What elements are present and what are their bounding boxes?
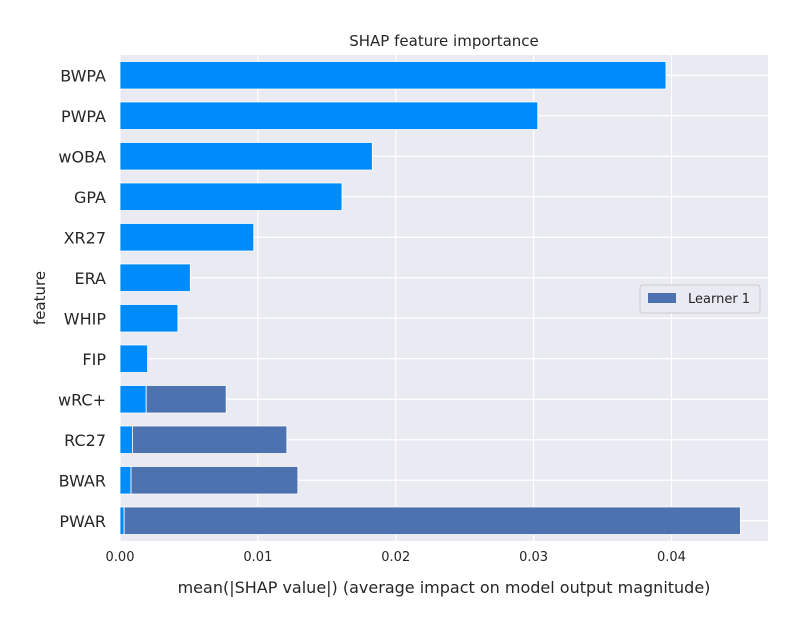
x-tick-label: 0.02 xyxy=(381,550,410,565)
legend-label: Learner 1 xyxy=(688,292,750,307)
y-tick-label: BWPA xyxy=(60,66,106,85)
bar-class-0 xyxy=(119,223,255,252)
y-tick-label: WHIP xyxy=(64,309,107,328)
bar-learner-1 xyxy=(123,506,741,535)
y-tick-labels: BWPA PWPA wOBA GPA XR27 ERA WHIP FIP wRC+ RC27 BWA… xyxy=(58,66,106,531)
x-tick-label: 0.00 xyxy=(106,550,135,565)
bar-class-0 xyxy=(119,385,147,414)
bar-class-0 xyxy=(119,101,539,130)
y-tick-label: BWAR xyxy=(59,471,106,490)
bar-learner-1 xyxy=(130,466,299,495)
x-tick-labels: 0.00 0.01 0.02 0.03 0.04 xyxy=(106,550,686,565)
y-axis-label: feature xyxy=(31,271,49,325)
y-tick-label: RC27 xyxy=(64,431,106,450)
bar-class-0 xyxy=(119,466,132,495)
bar-class-0 xyxy=(119,142,373,171)
x-tick-label: 0.01 xyxy=(243,550,272,565)
x-axis-label: mean(|SHAP value|) (average impact on mo… xyxy=(178,578,711,597)
bar-class-0 xyxy=(119,304,179,333)
bar-learner-1 xyxy=(132,425,288,454)
chart-title: SHAP feature importance xyxy=(349,32,539,50)
x-tick-label: 0.03 xyxy=(519,550,548,565)
y-tick-label: XR27 xyxy=(64,228,106,247)
y-tick-label: ERA xyxy=(74,269,106,288)
y-tick-label: PWAR xyxy=(59,512,106,531)
bar-class-0 xyxy=(119,425,133,454)
bar-class-0 xyxy=(119,506,125,535)
bar-class-0 xyxy=(119,61,667,90)
legend: Learner 1 xyxy=(639,284,761,314)
y-tick-label: wRC+ xyxy=(58,390,106,409)
bar-class-0 xyxy=(119,182,343,211)
y-tick-label: PWPA xyxy=(61,107,106,126)
bar-class-0 xyxy=(119,344,148,373)
bar-class-0 xyxy=(119,263,191,292)
bar-learner-1 xyxy=(145,385,227,414)
legend-box xyxy=(639,284,761,314)
y-tick-label: FIP xyxy=(82,350,106,369)
x-tick-label: 0.04 xyxy=(657,550,686,565)
y-tick-label: wOBA xyxy=(58,147,106,166)
y-tick-label: GPA xyxy=(74,188,106,207)
legend-swatch xyxy=(648,293,676,303)
bars xyxy=(119,61,741,535)
